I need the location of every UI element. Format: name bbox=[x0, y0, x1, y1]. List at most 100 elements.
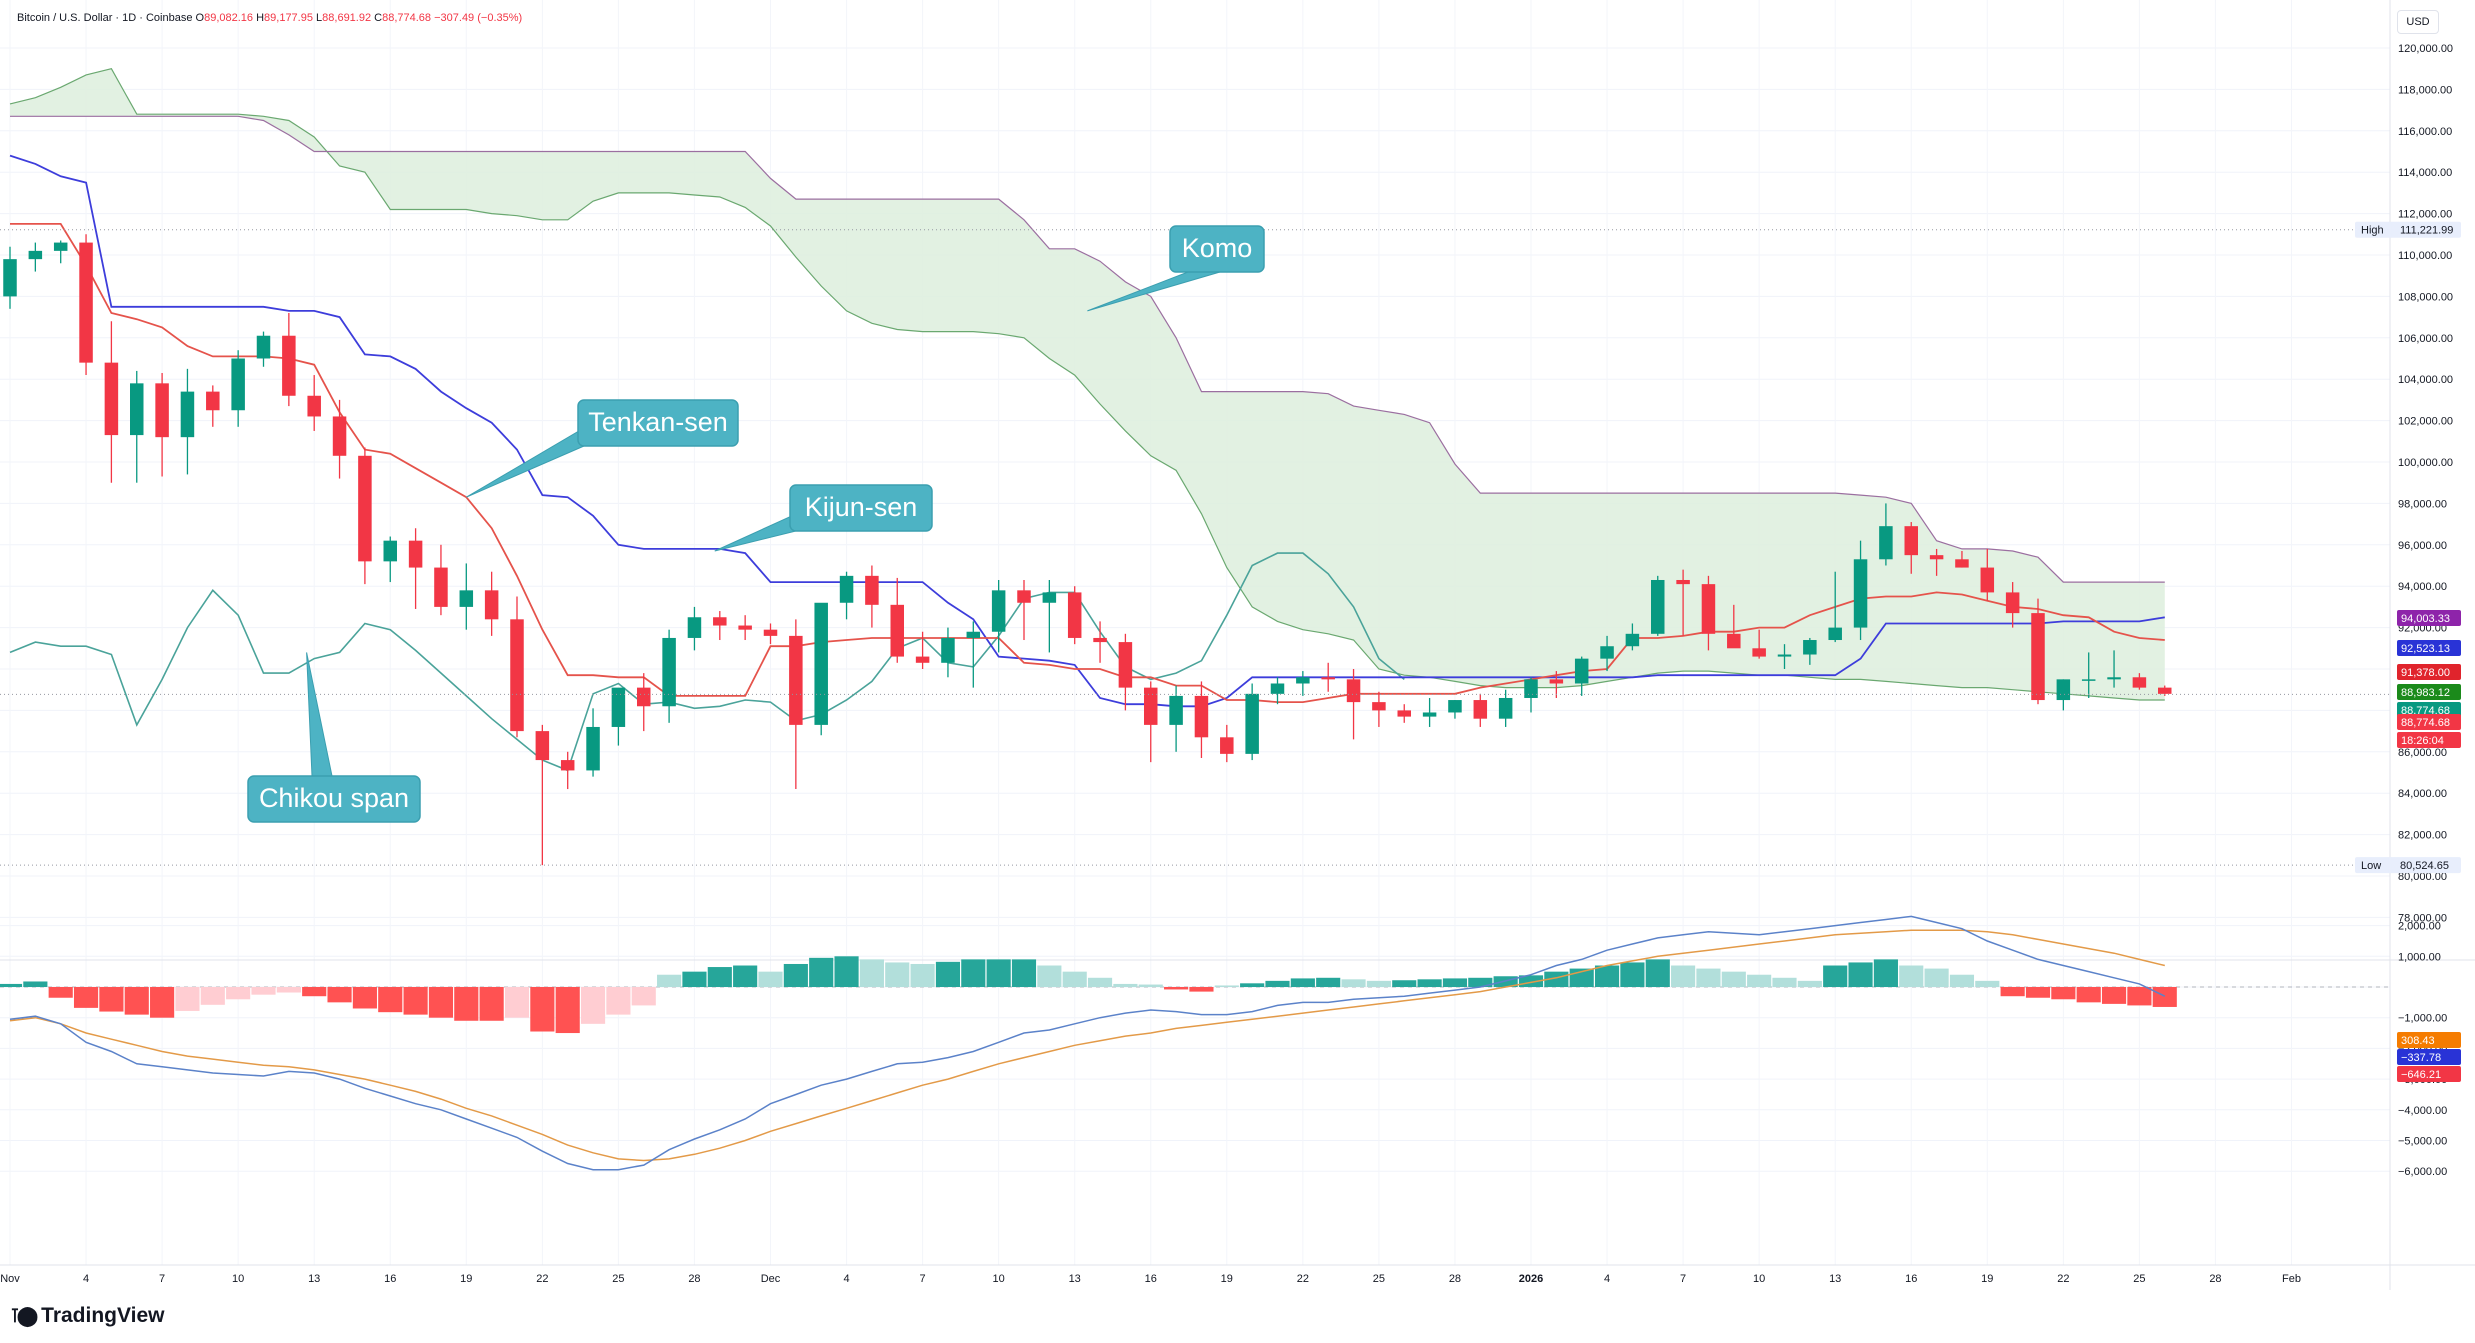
macd-histogram-bar bbox=[504, 987, 530, 1018]
candle-up bbox=[1828, 627, 1842, 641]
macd-histogram-bar bbox=[327, 987, 352, 1003]
candle-down bbox=[1904, 526, 1918, 556]
macd-histogram-bar bbox=[1392, 980, 1417, 987]
price-tick-label: 96,000.00 bbox=[2398, 540, 2447, 552]
high-label: H bbox=[256, 12, 265, 24]
time-tick-label: 25 bbox=[612, 1273, 624, 1285]
macd-histogram-bar bbox=[1164, 987, 1189, 990]
time-tick-label: 13 bbox=[1069, 1273, 1081, 1285]
macd-histogram-bar bbox=[1417, 979, 1442, 987]
kumo-cloud-fill bbox=[10, 68, 2165, 700]
price-tick-label: 118,000.00 bbox=[2398, 84, 2452, 96]
time-tick-label: 19 bbox=[1981, 1273, 1993, 1285]
candle-down bbox=[332, 416, 347, 456]
time-tick-label: Dec bbox=[761, 1273, 781, 1285]
time-tick-label: 4 bbox=[83, 1273, 89, 1285]
candle-up bbox=[1169, 695, 1183, 725]
macd-histogram-bar bbox=[99, 987, 124, 1012]
price-tick-label: 98,000.00 bbox=[2398, 498, 2447, 510]
macd-histogram-bar bbox=[657, 974, 682, 987]
candle-down bbox=[1727, 633, 1741, 649]
candle-up bbox=[1574, 658, 1589, 684]
callout-pointer bbox=[306, 652, 333, 777]
macd-histogram-bar bbox=[1214, 985, 1239, 987]
macd-histogram-bar bbox=[961, 959, 986, 987]
candle-down bbox=[434, 567, 448, 607]
candle-up bbox=[687, 617, 702, 638]
macd-histogram-bar bbox=[2051, 987, 2076, 1000]
candle-down bbox=[358, 455, 372, 562]
ichimoku-lines bbox=[9, 68, 2165, 772]
macd-histogram-bar bbox=[1671, 965, 1696, 987]
macd-histogram-bar bbox=[378, 987, 403, 1013]
macd-histogram-bar bbox=[1620, 962, 1645, 987]
low-label: L bbox=[316, 12, 323, 24]
price-tick-label: 78,000.00 bbox=[2398, 912, 2447, 924]
currency-button[interactable]: USD bbox=[2397, 10, 2439, 34]
axes[interactable]: 120,000.00 118,000.00 116,000.00 114,000.00… bbox=[0, 43, 2461, 1285]
candle-up bbox=[28, 250, 43, 260]
low-value: 88,691.92 bbox=[322, 12, 372, 24]
candle-down bbox=[637, 687, 651, 707]
time-tick-label: 16 bbox=[1905, 1273, 1917, 1285]
price-label: 88,983.12 bbox=[2401, 687, 2450, 699]
candle-up bbox=[1803, 640, 1817, 655]
price-tick-label: 100,000.00 bbox=[2398, 457, 2453, 469]
candle-up bbox=[3, 259, 17, 297]
macd-histogram-bar bbox=[479, 987, 504, 1021]
callout-box bbox=[1169, 225, 1265, 273]
price-label-bg bbox=[2397, 732, 2461, 748]
time-tick-label: 7 bbox=[1680, 1273, 1686, 1285]
time-tick-label: 10 bbox=[1753, 1273, 1765, 1285]
candle-down bbox=[1220, 737, 1234, 754]
candle-down bbox=[2158, 687, 2172, 694]
macd-histogram-bar bbox=[986, 959, 1011, 987]
macd-histogram-bar bbox=[2127, 987, 2152, 1006]
candle-up bbox=[1422, 712, 1437, 717]
tradingview-logo[interactable]: ⊺⬤ TradingView bbox=[10, 1304, 164, 1328]
macd-panel[interactable] bbox=[0, 915, 2177, 1171]
time-tick-label: 4 bbox=[1604, 1273, 1610, 1285]
candle-up bbox=[53, 242, 68, 251]
low-badge-bg bbox=[2355, 857, 2461, 874]
macd-histogram-bar bbox=[555, 987, 580, 1034]
macd-histogram-bar bbox=[1899, 965, 1924, 987]
candle-up bbox=[966, 631, 981, 638]
candle-down bbox=[1929, 555, 1944, 560]
macd-histogram-bar bbox=[1747, 974, 1772, 987]
symbol-title[interactable]: Bitcoin / U.S. Dollar · 1D · Coinbase bbox=[17, 12, 193, 24]
candle-up bbox=[1879, 526, 1893, 560]
candle-down bbox=[560, 760, 575, 771]
candle-down bbox=[535, 731, 550, 761]
candle-down bbox=[1321, 677, 1335, 680]
price-label: 92,523.13 bbox=[2401, 643, 2450, 655]
candle-up bbox=[611, 687, 626, 727]
annotations[interactable]: Komo Tenkan-sen Kijun-sen Chikou span bbox=[247, 225, 1265, 823]
candles[interactable] bbox=[3, 234, 2172, 866]
macd-histogram-bar bbox=[23, 981, 48, 987]
price-tick-label: 108,000.00 bbox=[2398, 291, 2453, 303]
macd-histogram-bar bbox=[834, 956, 859, 987]
macd-histogram-bar bbox=[1468, 977, 1493, 987]
candle-down bbox=[2005, 592, 2020, 614]
price-tick-label: 102,000.00 bbox=[2398, 416, 2453, 428]
macd-histogram-bar bbox=[428, 987, 454, 1018]
macd-histogram-bar bbox=[606, 987, 631, 1015]
time-tick-label: 22 bbox=[1297, 1273, 1309, 1285]
macd-histogram-bar bbox=[1366, 980, 1391, 987]
macd-histogram-bar bbox=[1290, 978, 1315, 987]
macd-histogram-bar bbox=[707, 967, 732, 987]
candle-up bbox=[1245, 693, 1259, 754]
price-label-bg bbox=[2397, 664, 2461, 680]
macd-histogram-bar bbox=[1975, 980, 2000, 987]
candle-up bbox=[1651, 579, 1665, 634]
symbol-legend[interactable]: Bitcoin / U.S. Dollar · 1D · Coinbase O8… bbox=[17, 12, 522, 24]
macd-histogram-bar bbox=[1113, 983, 1138, 987]
callout-label: Komo bbox=[1182, 233, 1253, 263]
candle-up bbox=[459, 590, 474, 607]
tradingview-logo-icon: ⊺⬤ bbox=[10, 1305, 38, 1327]
candle-up bbox=[1498, 697, 1513, 719]
chikou-span-line bbox=[9, 552, 1405, 772]
macd-histogram-bar bbox=[226, 987, 251, 1000]
